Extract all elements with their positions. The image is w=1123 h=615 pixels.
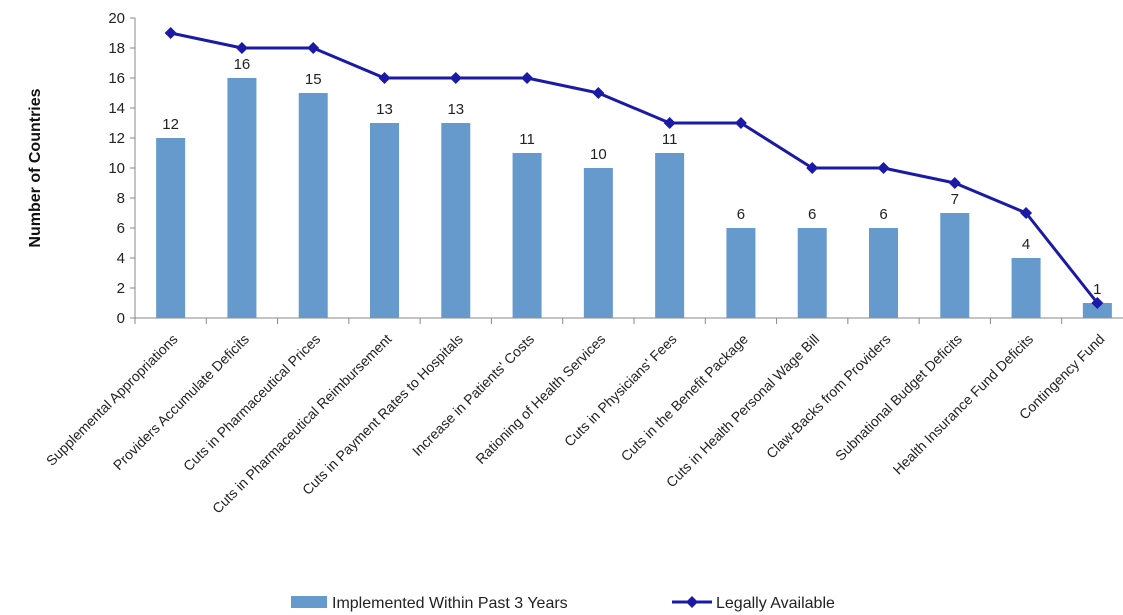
- bar: [370, 123, 399, 318]
- bar-data-label: 6: [879, 206, 887, 223]
- bar-data-label: 4: [1022, 236, 1030, 253]
- bar-data-label: 15: [305, 71, 322, 88]
- y-tick-label: 20: [108, 10, 125, 27]
- y-tick-label: 0: [117, 310, 125, 327]
- line-point: [164, 27, 177, 39]
- category-label: Rationing of Health Services: [472, 331, 608, 467]
- bar-data-label: 6: [737, 206, 745, 223]
- legend-line-marker: [686, 596, 698, 608]
- category-label: Supplemental Appropriations: [43, 331, 181, 469]
- category-label: Cuts in Health Personal Wage Bill: [663, 331, 823, 491]
- bar-data-label: 11: [519, 131, 535, 148]
- bar: [869, 228, 898, 318]
- line-point: [378, 72, 391, 84]
- bar: [512, 153, 542, 318]
- y-axis-title: Number of Countries: [27, 88, 44, 247]
- bar-data-label: 1: [1093, 281, 1101, 298]
- line-point: [521, 72, 534, 84]
- bar: [655, 153, 685, 318]
- line-point: [877, 162, 890, 174]
- category-label: Health Insurance Fund Deficits: [890, 331, 1037, 478]
- legend-bar-swatch: [291, 596, 327, 608]
- line-point: [1020, 207, 1033, 219]
- bar: [1011, 258, 1041, 318]
- y-tick-label: 10: [108, 160, 125, 177]
- y-tick-label: 8: [117, 190, 125, 207]
- y-tick-label: 12: [108, 130, 125, 147]
- bar-data-label: 7: [951, 191, 959, 208]
- category-label: Cuts in Payment Rates to Hospitals: [299, 331, 466, 498]
- y-tick-label: 2: [117, 280, 125, 297]
- y-tick-label: 6: [117, 220, 125, 237]
- line-point: [449, 72, 462, 84]
- bar-data-label: 16: [234, 56, 251, 73]
- line-point: [734, 117, 747, 129]
- bar: [156, 138, 186, 318]
- category-label: Increase in Patients' Costs: [409, 331, 537, 459]
- bar: [227, 78, 257, 318]
- bar-data-labels: 12 16 15 13 13 11 10 11 6 6 6 7 4 1: [162, 56, 1101, 298]
- y-tick-label: 16: [108, 70, 125, 87]
- line-point: [1091, 297, 1104, 309]
- bar: [940, 213, 970, 318]
- bar: [583, 168, 613, 318]
- legend-line-label: Legally Available: [716, 595, 835, 612]
- bar-data-label: 6: [808, 206, 816, 223]
- x-axis-ticks: [134, 317, 1123, 324]
- legend-bar-label: Implemented Within Past 3 Years: [332, 595, 568, 612]
- category-label: Providers Accumulate Deficits: [110, 331, 252, 473]
- category-label: Cuts in Pharmaceutical Prices: [180, 331, 323, 474]
- y-axis: 0 2 4 6 8 10 12 14 16 18 20: [108, 10, 136, 327]
- bar-data-label: 13: [447, 101, 464, 118]
- line-point: [235, 42, 248, 54]
- category-label: Subnational Budget Deficits: [832, 331, 965, 464]
- line-point: [307, 42, 320, 54]
- legend: Implemented Within Past 3 Years Legally …: [291, 595, 835, 612]
- bar: [797, 228, 827, 318]
- bar-data-label: 10: [590, 146, 607, 163]
- bar: [298, 93, 328, 318]
- line-point: [663, 117, 676, 129]
- line-point: [806, 162, 819, 174]
- bar-data-label: 13: [376, 101, 393, 118]
- bar: [726, 228, 756, 318]
- category-label: Cuts in the Benefit Package: [618, 331, 752, 465]
- line-point: [948, 177, 961, 189]
- y-tick-label: 18: [108, 40, 125, 57]
- bar-data-label: 12: [162, 116, 179, 133]
- line-path: [170, 31, 1099, 304]
- line-series: [164, 27, 1104, 309]
- y-tick-label: 14: [108, 100, 125, 117]
- category-label: Claw-Backs from Providers: [763, 331, 894, 462]
- line-point: [592, 87, 605, 99]
- bar: [1082, 303, 1112, 318]
- bar-series: [156, 78, 1112, 318]
- bar-data-label: 11: [662, 131, 678, 148]
- bar: [441, 123, 471, 318]
- y-tick-label: 4: [117, 250, 125, 267]
